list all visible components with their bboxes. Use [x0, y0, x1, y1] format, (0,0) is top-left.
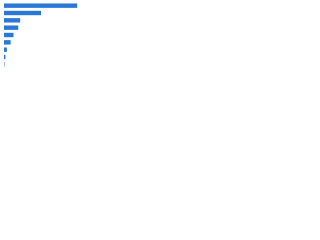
bar [4, 25, 19, 30]
bar [4, 40, 11, 45]
bar [4, 54, 6, 60]
chart [4, 3, 78, 67]
bar [4, 18, 21, 23]
bar [4, 32, 14, 38]
bar [4, 3, 78, 8]
page: {"chart_data": {"type": "hbar", "categor… [0, 0, 320, 71]
bar [4, 47, 7, 52]
bar [4, 10, 42, 16]
